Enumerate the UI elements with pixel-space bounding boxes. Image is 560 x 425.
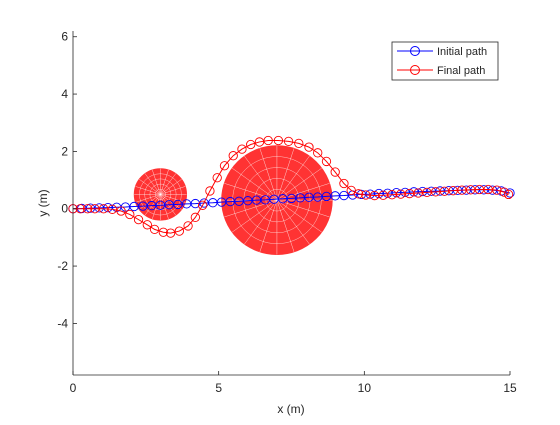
series-point bbox=[149, 224, 160, 235]
legend: Initial path Final path bbox=[391, 41, 499, 81]
obstacle-mesh-spoke bbox=[144, 194, 161, 216]
axes bbox=[72, 31, 510, 376]
series-point bbox=[190, 212, 201, 222]
legend-box bbox=[391, 41, 499, 81]
series-point bbox=[219, 161, 230, 171]
series-point bbox=[205, 186, 215, 196]
series-point bbox=[237, 144, 247, 154]
x-axis-label: x (m) bbox=[277, 402, 304, 416]
series-point bbox=[125, 209, 135, 220]
y-tick-label: 4 bbox=[61, 87, 68, 101]
obstacle-mesh-spoke bbox=[160, 194, 186, 203]
series-point bbox=[142, 220, 152, 230]
obstacle-mesh-spoke bbox=[276, 155, 310, 201]
obstacle-mesh-spoke bbox=[244, 199, 278, 245]
obstacle-mesh-ring bbox=[154, 188, 166, 200]
obstacle-1 bbox=[133, 168, 188, 221]
obstacle-mesh-spoke bbox=[160, 169, 169, 195]
legend-marker-final bbox=[410, 65, 420, 75]
obstacle-mesh-spoke bbox=[232, 199, 278, 233]
series-point bbox=[165, 228, 176, 238]
obstacle-mesh-spoke bbox=[135, 186, 161, 195]
obstacle-mesh-spoke bbox=[135, 194, 161, 203]
series-point bbox=[263, 135, 273, 146]
obstacle-mesh-spoke bbox=[160, 173, 177, 195]
y-tick-label: 2 bbox=[61, 144, 68, 158]
series-point bbox=[330, 167, 340, 177]
series-point bbox=[339, 178, 349, 189]
obstacle-2 bbox=[221, 145, 333, 255]
obstacle-mesh-spoke bbox=[276, 148, 295, 201]
series-point bbox=[254, 137, 265, 147]
series-point bbox=[107, 204, 117, 214]
obstacle-mesh-spoke bbox=[152, 169, 161, 195]
obstacle-mesh-spoke bbox=[244, 155, 278, 201]
y-axis-label: y (m) bbox=[36, 189, 50, 216]
obstacle-mesh-spoke bbox=[276, 199, 310, 245]
series-point bbox=[273, 135, 284, 146]
obstacle-mesh-spoke bbox=[276, 199, 330, 218]
series-layer bbox=[68, 135, 515, 238]
obstacle-mesh-spoke bbox=[139, 179, 161, 195]
x-tick-label: 0 bbox=[70, 381, 77, 395]
series-point bbox=[283, 136, 294, 147]
series-point bbox=[499, 187, 509, 197]
obstacle-mesh-spoke bbox=[160, 179, 182, 195]
y-tick-label: -4 bbox=[57, 316, 68, 330]
x-tick-label: 5 bbox=[215, 381, 222, 395]
series-point bbox=[313, 148, 323, 158]
obstacle-mesh-spoke bbox=[276, 200, 295, 253]
legend-label-initial: Initial path bbox=[437, 46, 487, 58]
series-point bbox=[294, 138, 304, 149]
x-tick-label: 10 bbox=[358, 381, 372, 395]
series-point bbox=[353, 189, 364, 199]
x-tick-label: 15 bbox=[503, 381, 517, 395]
series-point bbox=[321, 156, 332, 167]
series-2 bbox=[68, 135, 514, 238]
obstacle-mesh-ring bbox=[232, 156, 322, 244]
series-point bbox=[183, 221, 193, 231]
obstacle-mesh-ring bbox=[139, 173, 182, 216]
obstacle-mesh-spoke bbox=[259, 148, 278, 201]
legend-marker-initial bbox=[410, 46, 420, 56]
y-tick-label: 0 bbox=[61, 202, 68, 216]
obstacle-mesh-spoke bbox=[276, 183, 330, 201]
series-point bbox=[116, 206, 126, 216]
obstacle-mesh-spoke bbox=[232, 167, 278, 201]
series-point bbox=[503, 189, 514, 200]
obstacle-mesh-spoke bbox=[224, 183, 278, 201]
obstacle-mesh-spoke bbox=[259, 200, 278, 253]
series-point bbox=[158, 227, 168, 237]
obstacle-mesh-spoke bbox=[160, 194, 182, 210]
y-tick-label: -2 bbox=[57, 259, 68, 273]
series-point bbox=[492, 185, 502, 195]
series-point bbox=[228, 151, 238, 161]
obstacle-mesh-spoke bbox=[144, 173, 161, 195]
series-line bbox=[73, 140, 509, 234]
series-line bbox=[72, 189, 511, 210]
series-point bbox=[304, 142, 314, 152]
tick-layer: 0 5 10 15 -4 -2 0 2 4 6 bbox=[57, 30, 517, 395]
series-point bbox=[82, 204, 93, 214]
legend-label-final: Final path bbox=[437, 65, 485, 77]
series-point bbox=[174, 226, 184, 236]
y-tick-label: 6 bbox=[61, 30, 68, 44]
obstacle-mesh-spoke bbox=[276, 199, 322, 233]
series-point bbox=[133, 214, 144, 225]
series-point bbox=[197, 200, 208, 210]
obstacle-mesh-ring bbox=[149, 183, 172, 205]
obstacle-mesh-spoke bbox=[160, 186, 186, 195]
series-point bbox=[212, 173, 222, 183]
series-point bbox=[246, 139, 256, 150]
